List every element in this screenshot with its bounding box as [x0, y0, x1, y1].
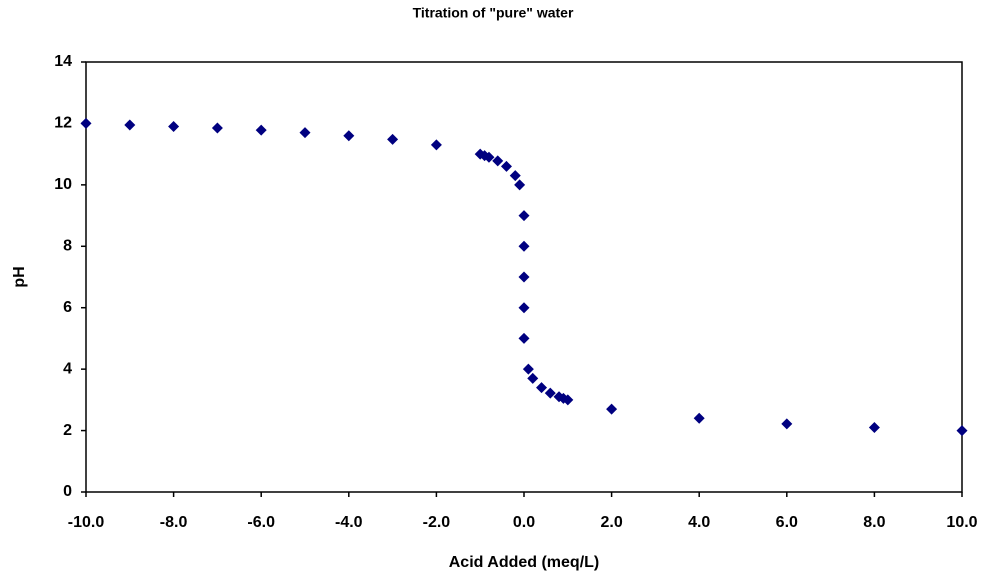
y-tick-label: 6: [63, 299, 72, 316]
data-point: [430, 139, 442, 151]
data-point: [500, 160, 512, 172]
x-tick-label: 10.0: [946, 514, 977, 531]
chart-title: Titration of "pure" water: [413, 5, 574, 21]
x-tick-label: -4.0: [335, 514, 363, 531]
x-tick-label: -6.0: [247, 514, 275, 531]
y-axis-label: pH: [11, 266, 28, 287]
y-tick-label: 10: [54, 176, 72, 193]
data-point: [518, 271, 530, 283]
x-tick-label: 6.0: [776, 514, 798, 531]
data-point: [518, 302, 530, 314]
x-tick-label: 8.0: [863, 514, 885, 531]
y-tick-label: 2: [63, 422, 72, 439]
data-point: [518, 210, 530, 222]
y-tick-label: 8: [63, 238, 72, 255]
y-tick-label: 14: [54, 53, 72, 70]
data-point: [211, 122, 223, 134]
y-tick-label: 0: [63, 483, 72, 500]
data-point: [255, 124, 267, 136]
data-point: [956, 425, 968, 437]
data-point: [514, 179, 526, 191]
x-tick-label: -2.0: [423, 514, 451, 531]
x-tick-label: 2.0: [600, 514, 622, 531]
data-point: [606, 403, 618, 415]
y-tick-label: 4: [63, 360, 72, 377]
data-point: [693, 412, 705, 424]
x-axis-label: Acid Added (meq/L): [449, 554, 600, 571]
data-point: [562, 394, 574, 406]
x-tick-label: 0.0: [513, 514, 535, 531]
data-point: [536, 382, 548, 394]
x-tick-label: -8.0: [160, 514, 188, 531]
data-point: [868, 422, 880, 433]
x-tick-label: 4.0: [688, 514, 710, 531]
y-tick-label: 12: [54, 115, 72, 132]
x-tick-label: -10.0: [68, 514, 105, 531]
data-point: [522, 363, 534, 375]
data-point: [168, 121, 180, 132]
data-point: [781, 418, 793, 430]
data-point: [387, 133, 399, 145]
data-point: [518, 332, 530, 344]
data-point: [483, 151, 495, 163]
data-point: [299, 127, 311, 139]
data-point: [544, 387, 556, 399]
data-point: [527, 372, 539, 384]
data-point: [124, 119, 136, 131]
data-point: [343, 130, 355, 142]
data-point: [509, 170, 521, 182]
data-point: [80, 117, 92, 129]
data-point: [492, 155, 504, 167]
data-point: [518, 240, 530, 252]
